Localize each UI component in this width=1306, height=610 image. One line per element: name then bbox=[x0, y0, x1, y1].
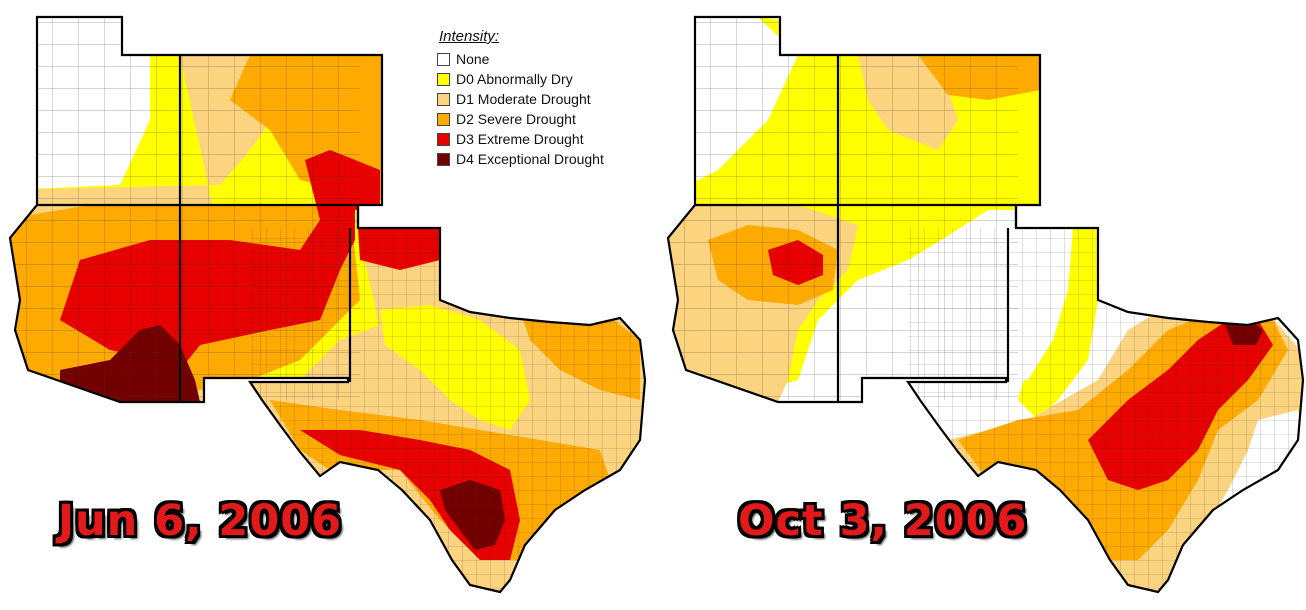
legend-swatch bbox=[437, 52, 450, 66]
legend-swatch bbox=[437, 92, 450, 106]
legend-label: D0 Abnormally Dry bbox=[456, 71, 573, 87]
legend-item-none: None bbox=[437, 49, 604, 69]
legend-label: D3 Extreme Drought bbox=[456, 131, 584, 147]
legend-item-d4: D4 Exceptional Drought bbox=[437, 149, 604, 169]
legend-title: Intensity: bbox=[439, 28, 500, 45]
legend-item-d2: D2 Severe Drought bbox=[437, 109, 604, 129]
date-label-jun-6-2006: Jun 6, 2006 bbox=[58, 496, 343, 546]
legend-label: D1 Moderate Drought bbox=[456, 91, 591, 107]
legend-swatch bbox=[437, 132, 450, 146]
legend-label: D4 Exceptional Drought bbox=[456, 151, 604, 167]
legend-item-d1: D1 Moderate Drought bbox=[437, 89, 604, 109]
state-border-utah-colorado bbox=[37, 55, 360, 402]
legend-item-d3: D3 Extreme Drought bbox=[437, 129, 604, 149]
state-border-utah-colorado bbox=[695, 55, 1018, 402]
legend-swatch bbox=[437, 72, 450, 86]
legend-label: D2 Severe Drought bbox=[456, 111, 576, 127]
legend-label: None bbox=[456, 51, 490, 67]
intensity-legend: Intensity: None D0 Abnormally Dry D1 Mod… bbox=[437, 28, 604, 169]
date-label-oct-3-2006: Oct 3, 2006 bbox=[738, 496, 1028, 546]
legend-swatch bbox=[437, 152, 450, 166]
legend-item-d0: D0 Abnormally Dry bbox=[437, 69, 604, 89]
legend-swatch bbox=[437, 112, 450, 126]
